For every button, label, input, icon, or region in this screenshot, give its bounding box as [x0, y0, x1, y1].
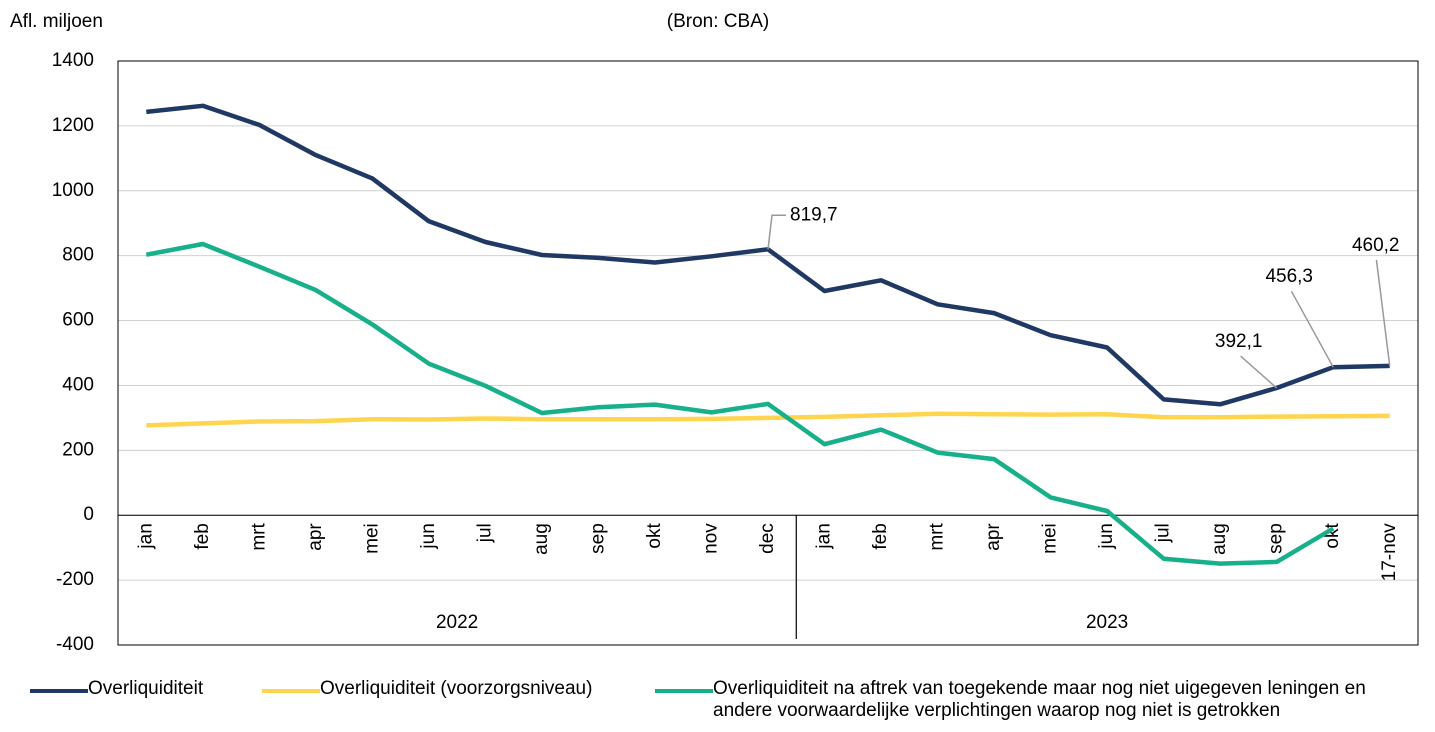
y-tick-label: -200	[56, 569, 94, 590]
x-tick-label: mei	[1040, 523, 1061, 554]
x-tick-label: dec	[757, 523, 778, 554]
leader-line	[1290, 290, 1334, 368]
y-tick-label: 1000	[52, 180, 94, 201]
x-tick-label: mrt	[248, 523, 269, 551]
y-tick-label: 600	[62, 310, 94, 331]
plot-border	[117, 60, 1419, 646]
data-label: 392,1	[1215, 331, 1263, 352]
y-axis-label: Afl. miljoen	[10, 11, 103, 32]
x-tick-label: feb	[192, 523, 213, 549]
y-tick-label: 800	[62, 245, 94, 266]
y-tick-label: 1400	[52, 50, 94, 71]
leader-line	[1375, 259, 1391, 367]
legend-swatch	[262, 689, 320, 693]
legend-label: Overliquiditeit na aftrek van toegekende…	[713, 678, 1366, 721]
legend-swatch	[30, 689, 88, 693]
x-tick-label: jul	[1153, 523, 1174, 543]
x-tick-label: mrt	[927, 523, 948, 551]
y-tick-label: 400	[62, 374, 94, 395]
series-line	[145, 241, 1335, 566]
x-tick-label: jul	[474, 523, 495, 543]
y-tick-label: 0	[83, 504, 94, 525]
y-tick-label: 1200	[52, 115, 94, 136]
x-tick-label: apr	[305, 523, 326, 551]
x-tick-label: okt	[644, 523, 665, 549]
x-tick-label: jan	[135, 523, 156, 549]
x-tick-label: aug	[531, 523, 552, 555]
x-tick-label: jan	[814, 523, 835, 549]
x-tick-label: mei	[361, 523, 382, 554]
series-line	[146, 411, 1390, 428]
x-tick-label: sep	[1266, 523, 1287, 554]
legend-item: Overliquiditeit (voorzorgsniveau)	[262, 678, 592, 700]
x-tick-label: sep	[587, 523, 608, 554]
x-tick-label: jun	[1096, 523, 1117, 549]
x-tick-label: jun	[418, 523, 439, 549]
chart: Afl. miljoen (Bron: CBA) -400 -200 0 200 400…	[10, 11, 1419, 655]
leader-line	[767, 214, 786, 250]
y-tick-label: -400	[56, 634, 94, 655]
x-tick-label: aug	[1209, 523, 1230, 555]
data-label: 460,2	[1352, 235, 1400, 256]
data-label: 456,3	[1265, 266, 1313, 287]
leader-line	[1240, 355, 1278, 389]
chart-subtitle: (Bron: CBA)	[667, 11, 769, 32]
x-tick-label: apr	[983, 523, 1004, 551]
group-label: 2023	[1086, 612, 1128, 633]
legend-item: Overliquiditeit	[30, 678, 203, 700]
legend-item: Overliquiditeit na aftrek van toegekende…	[655, 678, 1393, 722]
legend-label: Overliquiditeit	[88, 678, 204, 699]
series-line	[146, 103, 1390, 407]
x-tick-label: feb	[870, 523, 891, 549]
legend: Overliquiditeit Overliquiditeit (voorzorg…	[0, 678, 1435, 732]
x-tick-label: 17-nov	[1379, 523, 1400, 582]
legend-label: Overliquiditeit (voorzorgsniveau)	[320, 678, 593, 699]
legend-swatch	[655, 689, 713, 693]
data-label: 819,7	[790, 204, 838, 225]
x-tick-label: nov	[700, 523, 721, 554]
group-label: 2022	[436, 612, 478, 633]
y-tick-label: 200	[62, 439, 94, 460]
x-tick-label: okt	[1322, 523, 1343, 549]
